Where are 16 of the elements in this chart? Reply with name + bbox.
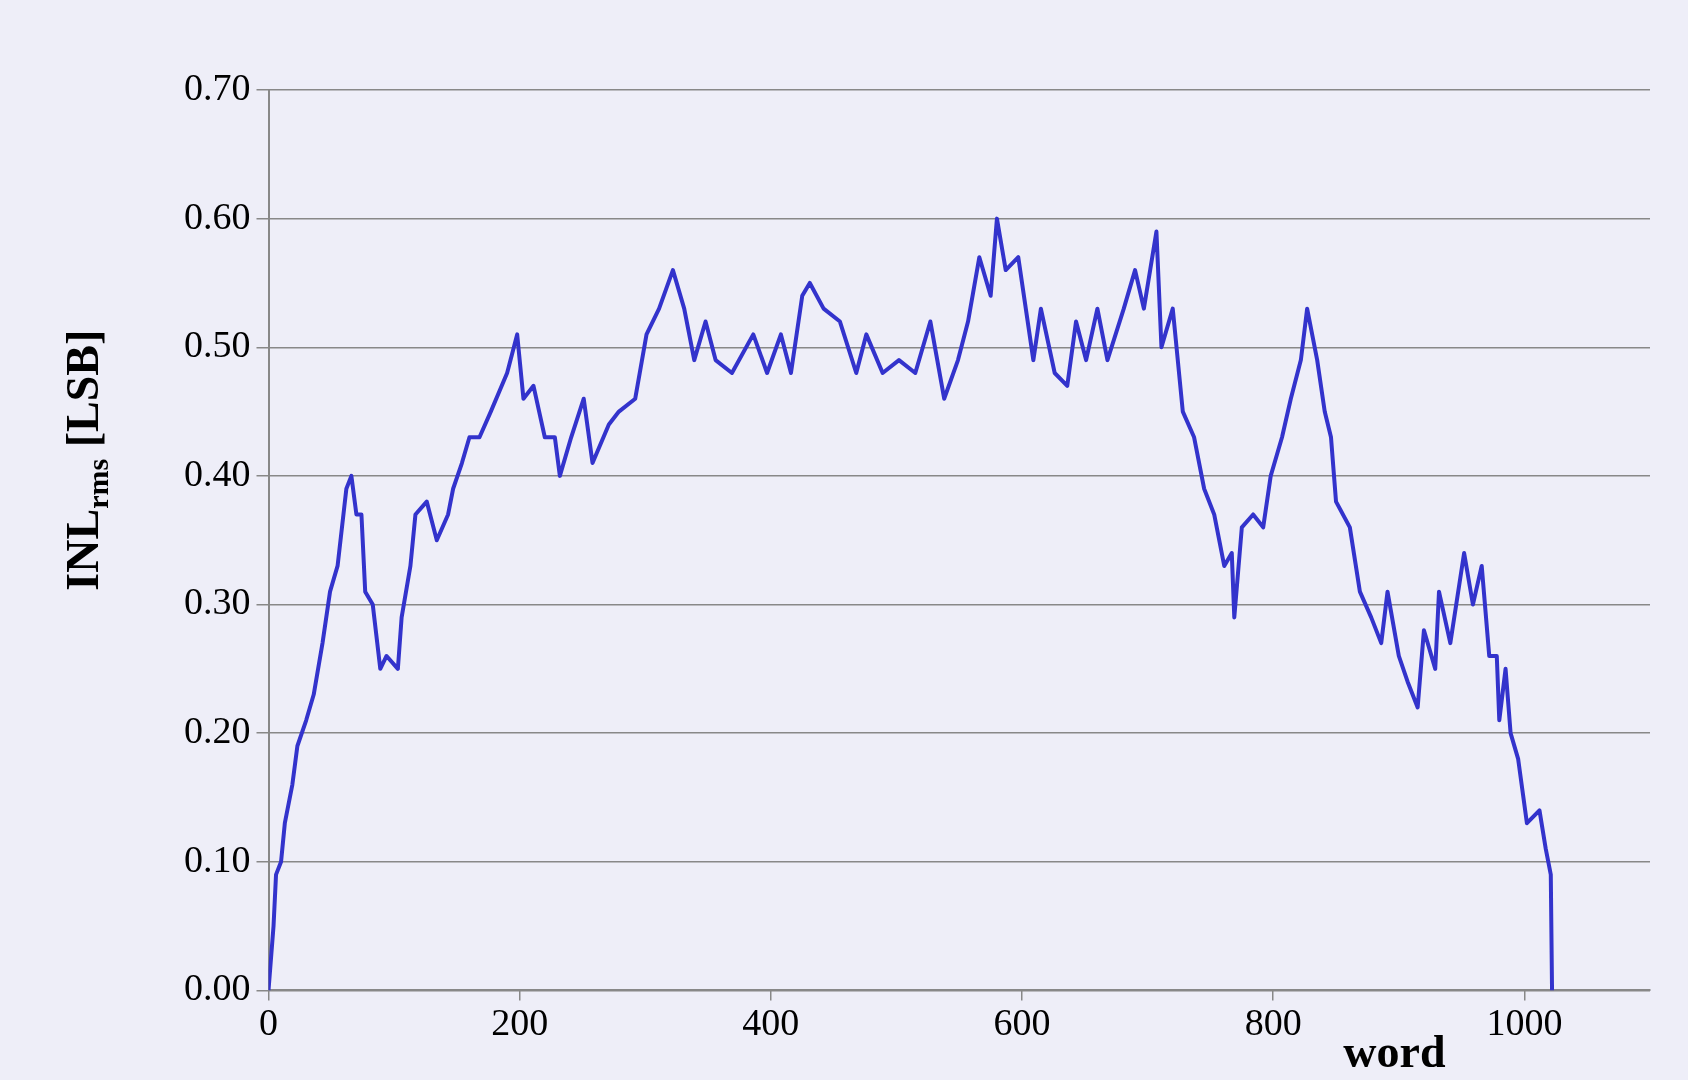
- y-tick-label: 0.00: [184, 966, 251, 1009]
- y-tick-label: 0.60: [184, 194, 251, 237]
- y-tick-label: 0.10: [184, 837, 251, 880]
- x-tick-label: 400: [742, 1001, 800, 1044]
- y-axis-title: INLrms [LSB]: [57, 329, 114, 591]
- x-tick-label: 1000: [1486, 1001, 1563, 1044]
- y-tick-label: 0.70: [184, 65, 251, 108]
- y-tick-label: 0.50: [184, 323, 251, 366]
- x-tick-label: 200: [491, 1001, 549, 1044]
- x-axis-title: word: [1343, 1025, 1446, 1077]
- x-tick-label: 600: [993, 1001, 1051, 1044]
- x-tick-label: 0: [259, 1001, 278, 1044]
- y-tick-label: 0.30: [184, 580, 251, 623]
- y-tick-label: 0.40: [184, 451, 251, 494]
- x-tick-label: 800: [1244, 1001, 1302, 1044]
- y-tick-label: 0.20: [184, 709, 251, 752]
